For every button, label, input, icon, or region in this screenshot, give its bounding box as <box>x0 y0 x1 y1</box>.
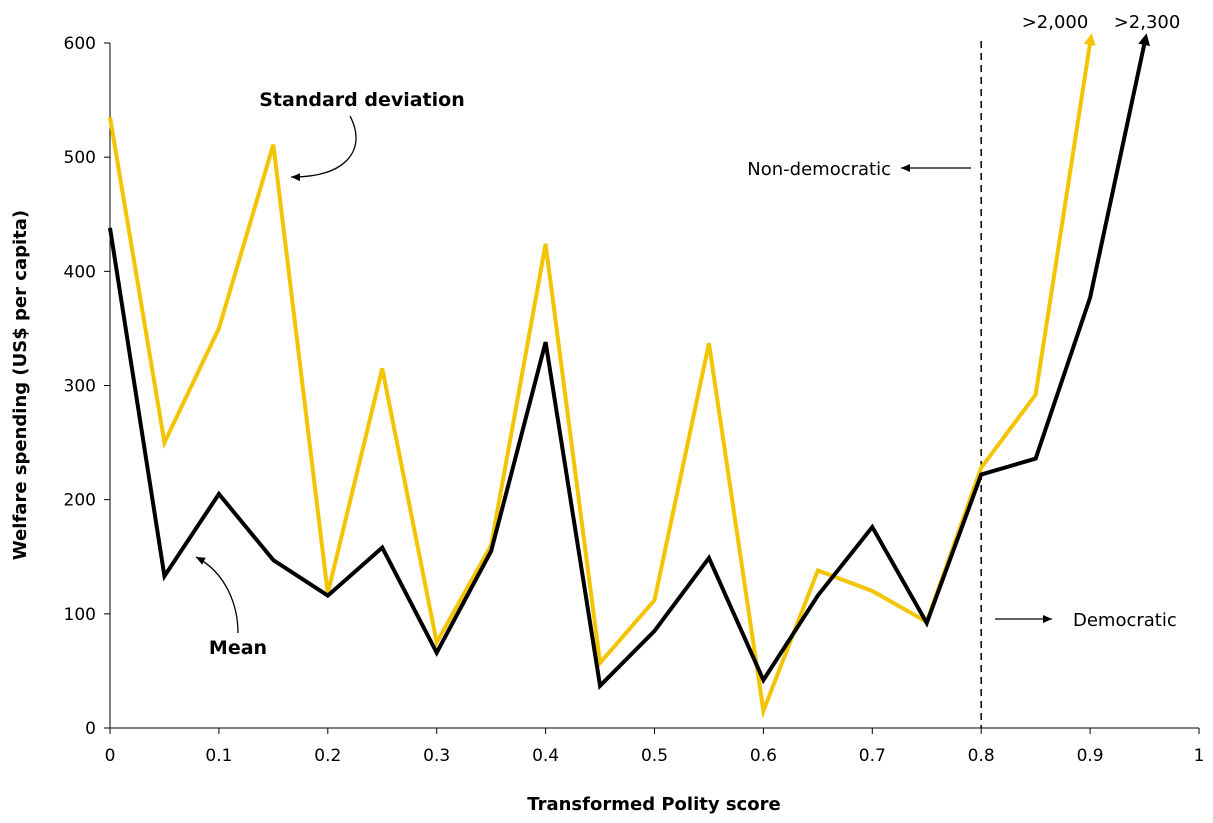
mean-overflow-label: >2,300 <box>1114 12 1181 33</box>
mean-callout-arrow <box>195 556 239 634</box>
x-tick-label: 0.5 <box>641 746 668 766</box>
y-tick-label: 200 <box>64 491 96 511</box>
x-tick-label: 0.3 <box>423 746 450 766</box>
y-axis-title: Welfare spending (US$ per capita) <box>10 210 31 560</box>
x-tick-label: 0.2 <box>314 746 341 766</box>
x-axis-title: Transformed Polity score <box>527 794 780 815</box>
x-tick-label: 0 <box>105 746 116 766</box>
x-tick-label: 0.6 <box>750 746 777 766</box>
x-axis-ticks: 0 0.1 0.2 0.3 0.4 0.5 0.6 0.7 0.8 0.9 1 <box>105 728 1205 766</box>
x-tick-label: 0.8 <box>968 746 995 766</box>
mean-series-line <box>108 33 1150 690</box>
x-tick-label: 0.9 <box>1077 746 1104 766</box>
x-tick-label: 1 <box>1194 746 1205 766</box>
non-democratic-label: Non-democratic <box>747 159 891 180</box>
y-tick-label: 300 <box>64 377 96 397</box>
x-tick-label: 0.7 <box>859 746 886 766</box>
y-axis-ticks: 0 100 200 300 400 500 600 <box>64 34 110 739</box>
x-tick-label: 0.4 <box>532 746 559 766</box>
y-tick-label: 600 <box>64 34 96 54</box>
sd-callout-arrow <box>290 115 357 182</box>
sd-overflow-label: >2,000 <box>1022 12 1089 33</box>
series-lines <box>108 33 1150 719</box>
mean-series-label: Mean <box>209 637 267 659</box>
y-tick-label: 0 <box>85 719 96 739</box>
standard-deviation-series-line <box>108 33 1096 719</box>
y-tick-label: 400 <box>64 262 96 282</box>
x-tick-label: 0.1 <box>205 746 232 766</box>
y-tick-label: 100 <box>64 605 96 625</box>
sd-series-label: Standard deviation <box>259 89 465 111</box>
democratic-label: Democratic <box>1073 610 1177 631</box>
y-tick-label: 500 <box>64 148 96 168</box>
